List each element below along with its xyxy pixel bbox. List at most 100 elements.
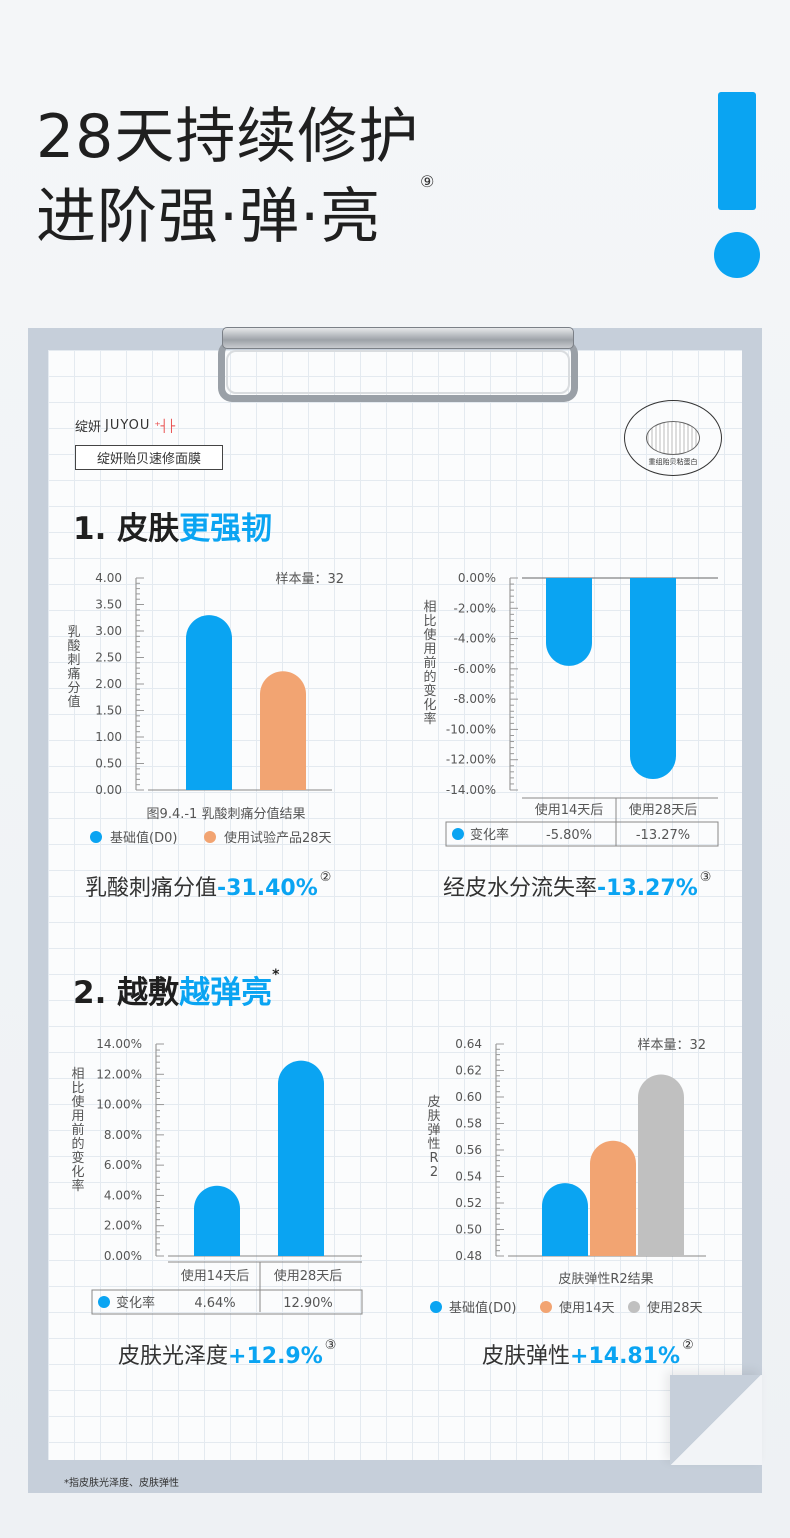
c4-legend-label: 使用28天	[647, 1300, 703, 1316]
c3-category: 使用14天后	[181, 1268, 250, 1284]
c1-tick-label: 2.00	[95, 677, 122, 691]
chart-sting-score-svg: 4.00 3.50 3.00 2.50 2.00 1.50 1.00 0.50 0.00 乳酸刺痛…	[67, 571, 344, 846]
metric-tewl-label: 经皮水分流失率	[443, 876, 598, 901]
c2-category: 使用28天后	[629, 802, 698, 818]
c4-ytitle-char: 性	[427, 1137, 440, 1152]
section2-mark: *	[272, 967, 280, 983]
section2-title: 2. 越敷越弹亮*	[73, 967, 279, 1012]
c4-ytitle-char: R	[429, 1151, 438, 1166]
c4-tick-label: 0.58	[455, 1117, 482, 1131]
c2-ytitle-char: 比	[423, 614, 436, 629]
c4-bar	[542, 1183, 588, 1256]
chart-tewl-svg: 0.00% -2.00% -4.00% -6.00% -8.00% -10.00% -12.…	[423, 571, 719, 847]
c3-tick-label: 14.00%	[96, 1037, 142, 1051]
c2-row-value: -5.80%	[546, 828, 592, 843]
c2-bar	[630, 578, 676, 779]
c3-row-label: 变化率	[116, 1295, 155, 1311]
c1-tick-label: 2.50	[95, 651, 122, 665]
clip-ring-highlight	[226, 350, 570, 394]
chart-elasticity-svg: 0.64 0.62 0.60 0.58 0.56 0.54 0.52 0.50 0.48 皮肤弹性…	[427, 1037, 706, 1316]
seal-badge: 重组贻贝粘蛋白	[624, 400, 722, 476]
brand-logo: 绽妍 JUYOU ⁺┤├	[75, 416, 175, 435]
c3-tick-label: 10.00%	[96, 1098, 142, 1112]
c1-ytitle-char: 分	[67, 681, 80, 696]
chart-sting-score: 4.00 3.50 3.00 2.50 2.00 1.50 1.00 0.50 0.00 乳酸刺痛…	[64, 566, 374, 856]
c2-row-value: -13.27%	[636, 828, 690, 843]
c1-ytitle-char: 乳	[67, 625, 80, 640]
c3-row-value: 12.90%	[283, 1296, 333, 1311]
paper-curl	[670, 1375, 762, 1465]
c4-legend-label: 基础值(D0)	[449, 1300, 516, 1316]
c3-tick-label: 0.00%	[104, 1249, 142, 1263]
brand-mark-icon: ⁺┤├	[154, 418, 176, 433]
c2-tick-label: -4.00%	[454, 632, 496, 646]
c3-ytitle-char: 前	[71, 1122, 84, 1138]
c4-tick-label: 0.62	[455, 1064, 482, 1078]
c3-category: 使用28天后	[274, 1268, 343, 1284]
metric-sting-note: ②	[319, 870, 332, 885]
c2-tick-label: -6.00%	[454, 662, 496, 676]
c1-legend-label: 基础值(D0)	[110, 830, 177, 846]
c3-tick-label: 4.00%	[104, 1188, 142, 1202]
chart-gloss: 14.00% 12.00% 10.00% 8.00% 6.00% 4.00% 2.00% 0.…	[64, 1030, 374, 1320]
c4-ytitle-char: 2	[430, 1165, 438, 1180]
c1-legend-swatch	[204, 831, 216, 843]
metric-elasticity-label: 皮肤弹性	[482, 1344, 571, 1369]
c4-ytitle-char: 肤	[427, 1109, 440, 1124]
c4-tick-label: 0.50	[455, 1223, 482, 1237]
c4-tick-label: 0.56	[455, 1143, 482, 1157]
c1-tick-label: 1.50	[95, 704, 122, 718]
c1-bar	[186, 615, 232, 790]
metric-gloss-note: ③	[324, 1338, 337, 1353]
metric-elasticity-value: +14.81%	[570, 1344, 681, 1369]
c2-tick-label: -12.00%	[446, 753, 496, 767]
c4-ytitle-char: 弹	[427, 1123, 440, 1138]
c2-table-row	[445, 821, 719, 847]
c2-tick-label: -10.00%	[446, 722, 496, 736]
metric-tewl-value: -13.27%	[597, 876, 698, 901]
section1-title: 1. 皮肤更强韧	[73, 503, 272, 548]
brand-name-latin: JUYOU	[105, 418, 151, 433]
seal-center-text: 重组贻贝粘蛋白	[648, 458, 698, 466]
metric-sting: 乳酸刺痛分值-31.40% ②	[85, 870, 331, 902]
c2-ytitle-char: 前	[423, 655, 436, 671]
mussel-icon	[646, 421, 700, 455]
c3-ytitle-char: 使	[71, 1094, 84, 1110]
clip-icon	[222, 327, 574, 349]
c3-ytitle-char: 的	[71, 1136, 84, 1152]
c1-ytitle-char: 酸	[67, 639, 80, 654]
c2-tick-label: -14.00%	[446, 783, 496, 797]
c2-ytitle-char: 用	[423, 642, 436, 657]
c2-ytitle-char: 的	[423, 669, 436, 685]
c3-bar	[278, 1060, 324, 1256]
metric-elasticity: 皮肤弹性+14.81% ②	[482, 1338, 694, 1370]
section1-accent: 更强韧	[179, 511, 273, 547]
hero-footnote-marker: ⑨	[420, 172, 435, 191]
c3-ytitle-char: 率	[71, 1178, 84, 1194]
c4-tick-label: 0.54	[455, 1170, 482, 1184]
c1-tick-label: 4.00	[95, 571, 122, 585]
c2-ytitle-char: 率	[423, 711, 436, 727]
c1-tick-label: 0.00	[95, 783, 122, 797]
c3-tick-label: 2.00%	[104, 1219, 142, 1233]
c4-tick-label: 0.52	[455, 1196, 482, 1210]
c4-sample-size: 样本量：32	[637, 1038, 706, 1053]
c4-legend-swatch	[430, 1301, 442, 1313]
c3-table-row	[91, 1289, 363, 1315]
c3-ytitle-char: 化	[71, 1165, 84, 1180]
metric-sting-label: 乳酸刺痛分值	[85, 876, 218, 901]
c1-ytitle-char: 刺	[67, 653, 80, 668]
c1-ytitle-char: 痛	[67, 666, 80, 682]
chart-tewl: 0.00% -2.00% -4.00% -6.00% -8.00% -10.00% -12.…	[418, 566, 728, 856]
c3-row-swatch	[98, 1296, 110, 1308]
chart-gloss-svg: 14.00% 12.00% 10.00% 8.00% 6.00% 4.00% 2.00% 0.…	[71, 1037, 363, 1315]
c3-ytitle-char: 变	[71, 1150, 84, 1166]
metric-tewl-note: ③	[699, 870, 712, 885]
c4-bar	[590, 1140, 636, 1256]
c3-tick-label: 6.00%	[104, 1158, 142, 1172]
section2-accent: 越弹亮	[179, 975, 273, 1011]
hero-title-line1: 28天持续修护	[36, 102, 420, 172]
c2-row-label: 变化率	[470, 827, 509, 843]
section1-prefix: 1. 皮肤	[73, 511, 180, 547]
footnote: *指皮肤光泽度、皮肤弹性	[64, 1478, 179, 1489]
